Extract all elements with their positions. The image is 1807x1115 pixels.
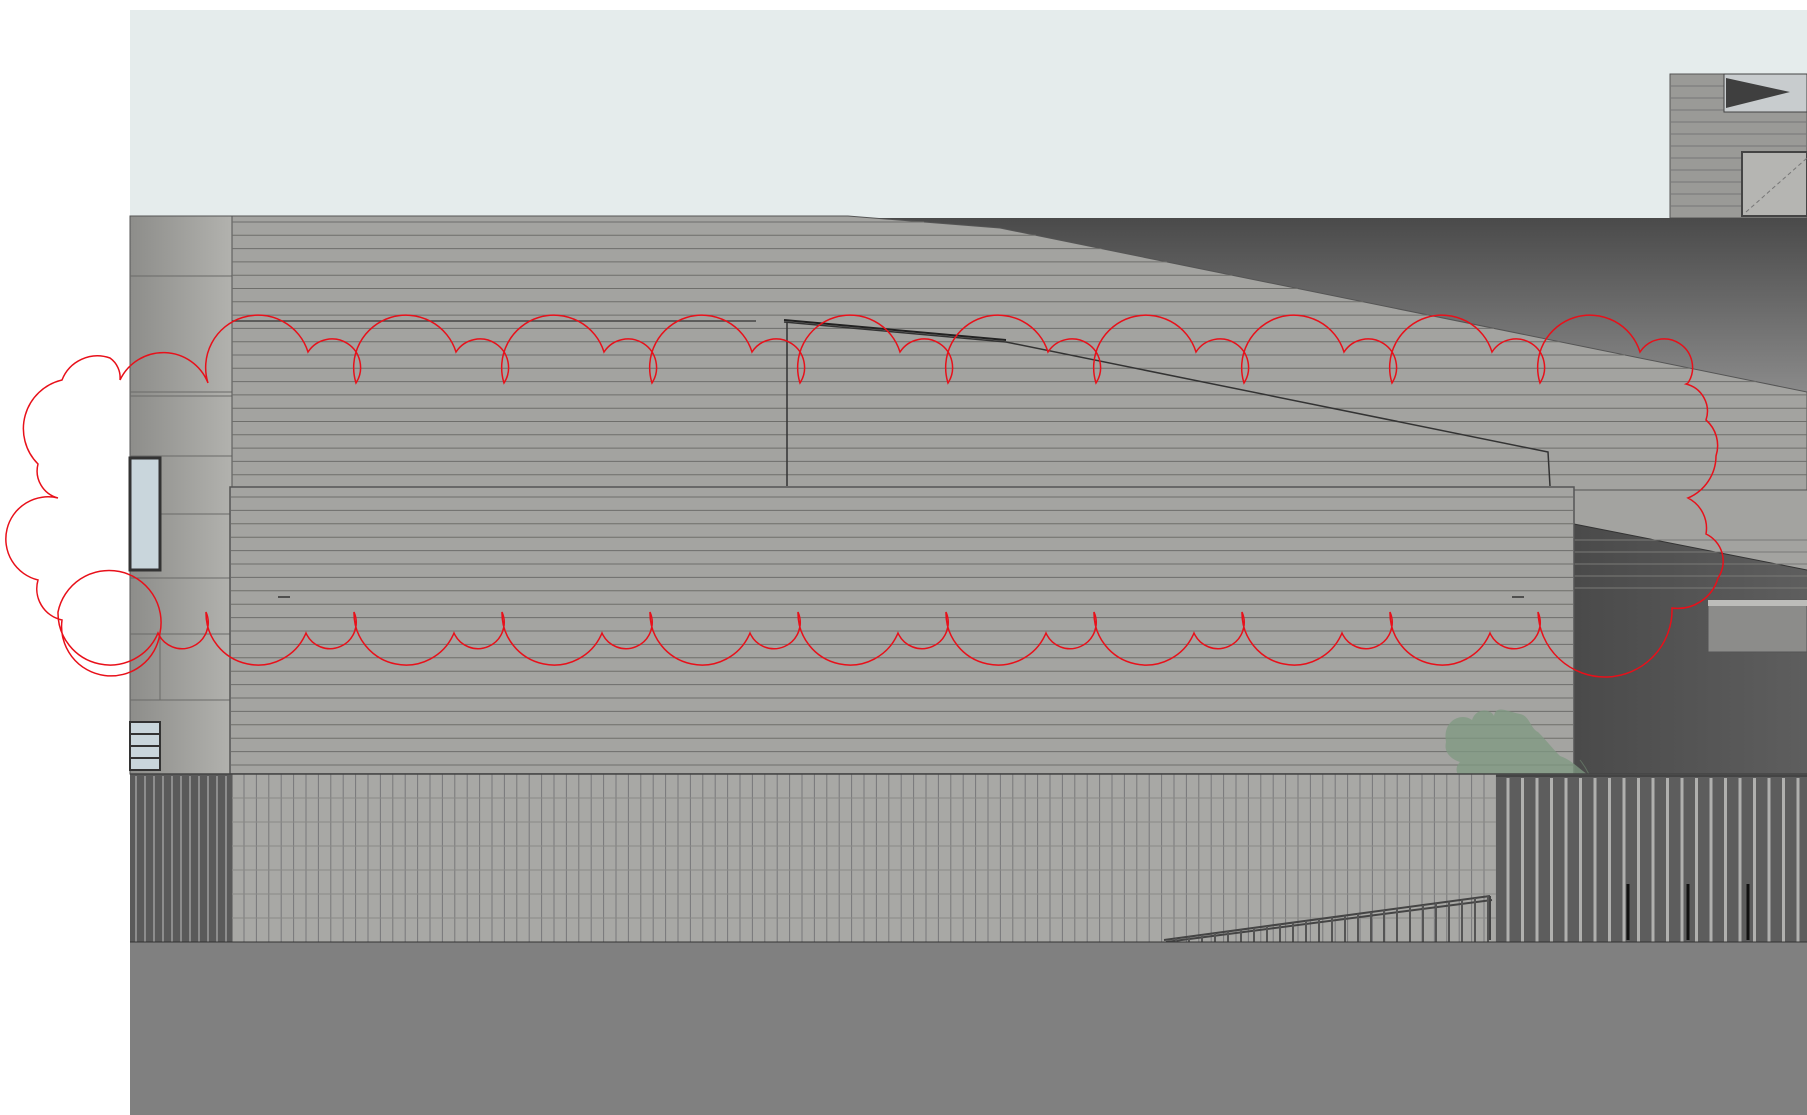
sky <box>130 10 1807 218</box>
roof-tower <box>1670 74 1807 218</box>
left-window <box>130 458 160 570</box>
ground <box>130 942 1807 1115</box>
